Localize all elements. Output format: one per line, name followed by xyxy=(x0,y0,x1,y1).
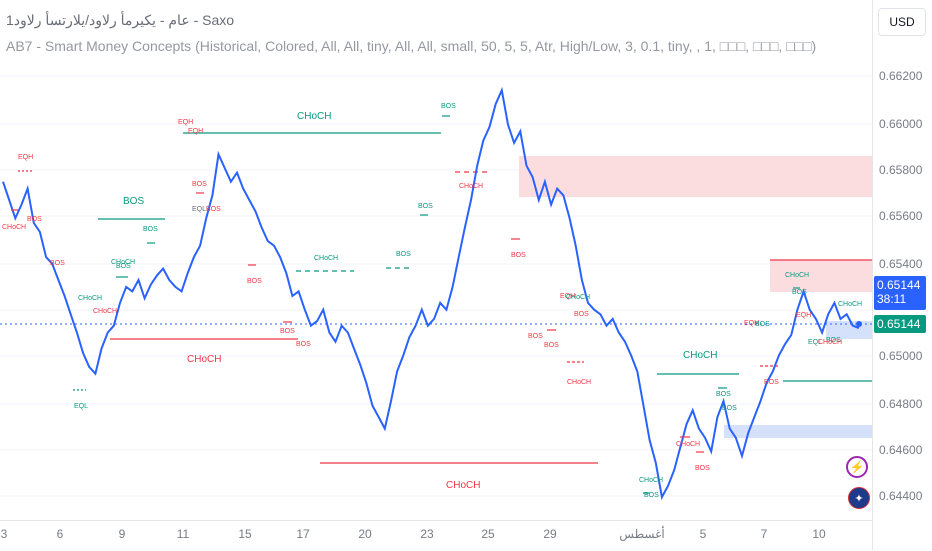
time-tick: 25 xyxy=(481,527,495,541)
annotation-bos-bear: BOS xyxy=(528,333,543,340)
annotation-bos-bull: BOS xyxy=(116,263,131,270)
annotation-bos-bear: BOS xyxy=(511,252,526,259)
annotation-bos-bull: BOS xyxy=(644,492,659,499)
price-tick: 0.65600 xyxy=(879,209,923,223)
annotation-bos-bull: BOS xyxy=(792,289,807,296)
time-tick: 11 xyxy=(176,527,190,541)
price-axis[interactable]: 0.66200 0.66000 0.65800 0.65600 0.65400 … xyxy=(872,0,932,550)
annotation-choch-bear: CHoCH xyxy=(446,480,480,491)
symbol-title[interactable]: 1عام - يكيرمأ رلاود/يلارتسأ رلاود - Saxo xyxy=(6,12,235,28)
indicator-legend[interactable]: AB7 - Smart Money Concepts (Historical, … xyxy=(6,38,817,54)
price-line xyxy=(2,86,860,501)
annotation-bos-bull: BOS xyxy=(755,321,770,328)
chart-area[interactable]: EQH EQH EQH EQH EQH EQH EQL EQL EQL BOS … xyxy=(0,0,872,520)
annotation-choch-bull: CHoCH xyxy=(297,111,331,122)
annotation-bos-bear: BOS xyxy=(247,278,262,285)
annotation-bos-bull: BOS xyxy=(418,203,433,210)
price-tick: 0.65800 xyxy=(879,163,923,177)
annotation-choch-bull: CHoCH xyxy=(785,272,809,279)
time-tick: 15 xyxy=(238,527,252,541)
annotation-choch-bear: CHoCH xyxy=(459,183,483,190)
demand-zone-lower xyxy=(724,425,872,438)
time-tick: 7 xyxy=(760,527,768,541)
bid-price-badge: 0.65144 xyxy=(874,315,926,333)
annotation-bos-bear: BOS xyxy=(296,341,311,348)
annotation-bos-bear: BOS xyxy=(192,181,207,188)
structure-lines xyxy=(0,132,872,464)
annotation-choch-bear: CHoCH xyxy=(93,308,117,315)
annotation-choch-bull: CHoCH xyxy=(838,301,862,308)
smc-labels: EQH EQH EQH EQH EQH EQH EQL EQL EQL BOS … xyxy=(2,103,862,499)
annotation-bos-bear: BOS xyxy=(280,328,295,335)
annotation-choch-bull: CHoCH xyxy=(111,259,135,266)
annotation-choch-bull: CHoCH xyxy=(314,255,338,262)
time-tick: 20 xyxy=(358,527,372,541)
annotation-bos-bear: BOS xyxy=(27,216,42,223)
annotation-bos-bull: BOS xyxy=(123,196,144,207)
annotation-eqh: EQH xyxy=(560,293,575,300)
annotation-choch-bear: CHoCH xyxy=(818,339,842,346)
supply-zone-upper xyxy=(519,156,872,197)
annotation-bos-bear: BOS xyxy=(764,379,779,386)
annotation-eqh: EQH xyxy=(796,312,811,319)
annotation-choch-bear: CHoCH xyxy=(187,354,221,365)
annotation-bos-bull: BOS xyxy=(716,391,731,398)
annotation-eqh: EQH xyxy=(188,128,203,135)
annotation-choch-bear: CHoCH xyxy=(2,224,26,231)
flag-star-icon: ✦ xyxy=(854,492,864,505)
currency-button[interactable]: USD xyxy=(878,8,926,36)
grid xyxy=(0,75,872,497)
price-chart[interactable]: EQH EQH EQH EQH EQH EQH EQL EQL EQL BOS … xyxy=(0,0,872,520)
annotation-bos-bull: BOS xyxy=(143,226,158,233)
marker-dashes xyxy=(11,115,800,494)
annotation-choch-bull: CHoCH xyxy=(639,477,663,484)
time-tick: 23 xyxy=(420,527,434,541)
last-price-value: 0.65144 xyxy=(877,278,921,292)
annotation-bos-bull: BOS xyxy=(826,337,841,344)
price-tick: 0.66200 xyxy=(879,69,923,83)
annotation-eqh: EQH xyxy=(18,154,33,161)
supply-zone-right xyxy=(770,260,872,292)
annotation-eqh: EQH xyxy=(744,320,759,327)
time-tick: 6 xyxy=(56,527,64,541)
annotation-bos-bear: BOS xyxy=(206,206,221,213)
time-tick: 17 xyxy=(296,527,310,541)
annotation-bos-bull: BOS xyxy=(441,103,456,110)
annotation-eql: EQL xyxy=(192,206,206,213)
price-tick: 0.65000 xyxy=(879,349,923,363)
time-tick: 9 xyxy=(118,527,126,541)
annotation-eqh: EQH xyxy=(178,119,193,126)
annotation-bos-bull: BOS xyxy=(396,251,411,258)
bar-countdown: 38:11 xyxy=(877,292,907,306)
annotation-eql: EQL xyxy=(74,403,88,410)
annotation-choch-bull: CHoCH xyxy=(566,294,590,301)
price-tick: 0.64600 xyxy=(879,443,923,457)
annotation-choch-bear: CHoCH xyxy=(676,441,700,448)
time-tick: 3 xyxy=(0,527,8,541)
annotation-bos-bear: BOS xyxy=(544,342,559,349)
time-tick: 10 xyxy=(812,527,826,541)
annotation-bos-bull: BOS xyxy=(722,405,737,412)
price-tick: 0.66000 xyxy=(879,117,923,131)
price-tick: 0.65400 xyxy=(879,257,923,271)
annotation-choch-bull: CHoCH xyxy=(683,350,717,361)
time-tick: 5 xyxy=(699,527,707,541)
time-tick: 29 xyxy=(543,527,557,541)
annotation-bos-bear: BOS xyxy=(695,465,710,472)
time-tick: أغسطس xyxy=(619,527,665,541)
annotation-eql: EQL xyxy=(808,339,822,346)
last-price-dot xyxy=(856,321,862,327)
price-tick: 0.64400 xyxy=(879,489,923,503)
flag-icon[interactable]: ✦ xyxy=(848,487,870,509)
annotation-bos-bear: BOS xyxy=(574,311,589,318)
lightning-icon[interactable]: ⚡ xyxy=(846,456,868,478)
annotation-choch-bull: CHoCH xyxy=(78,295,102,302)
price-tick: 0.64800 xyxy=(879,397,923,411)
last-price-badge: 0.65144 38:11 xyxy=(874,276,926,310)
annotation-choch-bear: CHoCH xyxy=(567,379,591,386)
annotation-bos-bear: BOS xyxy=(50,260,65,267)
time-axis[interactable]: 3 6 9 11 15 17 20 23 25 29 أغسطس 5 7 10 xyxy=(0,520,872,551)
